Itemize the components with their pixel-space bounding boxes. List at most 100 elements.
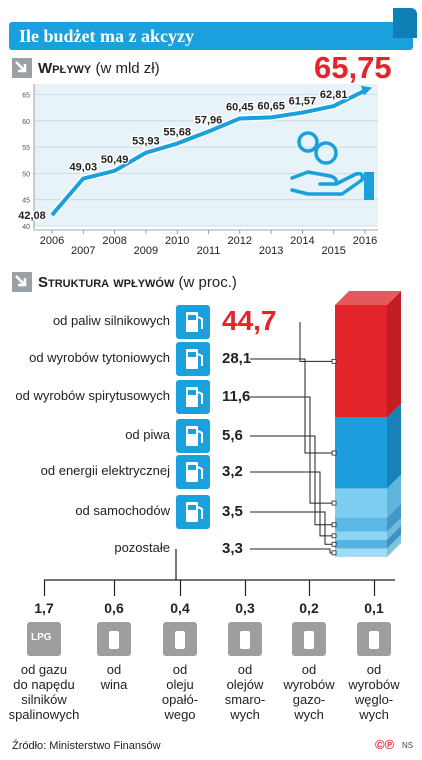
breakdown-value: 0,3 <box>235 600 255 616</box>
value-label: 28,1 <box>222 350 252 367</box>
revenue-heading: Wpływy (w mld zł) <box>38 60 160 77</box>
connector-marker <box>331 450 337 456</box>
revenue-unit: (w mld zł) <box>95 60 160 77</box>
stack-segment <box>335 488 387 518</box>
coal-wagon-icon <box>357 622 391 656</box>
data-label: 60,45 <box>226 101 254 113</box>
data-label: 49,03 <box>70 162 98 174</box>
category-label: pozostałe <box>114 540 170 555</box>
beer-mug-icon <box>176 419 210 453</box>
value-label: 3,2 <box>222 463 243 480</box>
stack-segment <box>335 417 387 489</box>
header-fold <box>393 8 417 38</box>
bottle-glass-icon <box>176 380 210 414</box>
cigarette-icon <box>176 342 210 376</box>
breakdown-value: 0,6 <box>104 600 124 616</box>
stack-segment-side <box>387 474 401 518</box>
breakdown-value: 0,1 <box>364 600 384 616</box>
source-note: Źródło: Ministerstwo Finansów <box>12 740 161 752</box>
data-label: 55,68 <box>163 127 191 139</box>
series-line <box>50 88 366 217</box>
connector-line <box>299 322 335 362</box>
stack-segment-side <box>387 291 401 418</box>
stack-segment-side <box>387 403 401 489</box>
power-pylon-icon <box>176 455 210 489</box>
x-tick-label: 2009 <box>134 245 158 257</box>
stack-segment-side <box>387 517 401 540</box>
breakdown-label: od wyrobów węglo-wych <box>348 662 400 722</box>
y-tick-label: 50 <box>22 171 30 178</box>
value-label: 3,5 <box>222 503 243 520</box>
x-tick-label: 2011 <box>197 245 221 257</box>
connector-marker <box>331 522 337 528</box>
wine-bottle-icon <box>97 622 131 656</box>
heating-oil-icon <box>163 622 197 656</box>
lpg-tank-icon: LPG <box>27 622 61 656</box>
breakdown-value: 0,2 <box>299 600 319 616</box>
y-tick-label: 65 <box>22 93 30 100</box>
structure-heading: Struktura wpływów (w proc.) <box>38 274 237 291</box>
connector-marker <box>331 550 337 556</box>
x-tick-label: 2015 <box>321 245 345 257</box>
breakdown-label: od gazu do napędu silników spalinowych <box>8 662 80 722</box>
stack-segment-side <box>387 525 401 549</box>
data-label: 60,65 <box>257 100 285 112</box>
breakdown-label: od oleju opałó-wego <box>161 662 199 722</box>
stack-segment <box>335 548 387 557</box>
x-tick-label: 2006 <box>40 235 64 247</box>
stack-segment <box>335 517 387 532</box>
arrow-head <box>361 85 372 96</box>
y-tick-label: 45 <box>22 198 30 205</box>
value-label: 44,7 <box>222 305 277 336</box>
stack-segment <box>335 539 387 549</box>
x-tick-label: 2014 <box>290 235 314 247</box>
category-label: od paliw silnikowych <box>52 313 170 328</box>
y-tick-label: 40 <box>22 224 30 231</box>
x-tick-label: 2007 <box>71 245 95 257</box>
gas-plant-icon <box>292 622 326 656</box>
publisher-logo: ©℗ <box>375 737 395 752</box>
publisher-ns: NS <box>402 741 414 750</box>
stack-top <box>335 291 401 305</box>
page-title: Ile budżet ma z akcyzy <box>19 26 194 46</box>
breakdown-label: od olejów smaro-wych <box>224 662 266 722</box>
category-label: od wyrobów tytoniowych <box>29 350 170 365</box>
data-label: 53,93 <box>132 136 160 148</box>
arrow-down-right-icon <box>12 272 32 292</box>
stack-segment-side <box>387 534 401 557</box>
connector-marker <box>331 500 337 506</box>
category-label: od piwa <box>125 427 170 442</box>
arrow-down-right-icon <box>12 58 32 78</box>
connector-line <box>250 548 335 554</box>
connector-marker <box>331 533 337 539</box>
connector-marker <box>331 358 337 364</box>
category-label: od wyrobów spirytusowych <box>15 388 170 403</box>
data-label: 42,08 <box>18 210 46 222</box>
lpg-text: LPG <box>31 632 52 643</box>
data-label: 62,81 <box>320 89 348 101</box>
data-label: 50,49 <box>101 154 129 166</box>
data-label: 61,57 <box>289 96 317 108</box>
x-tick-label: 2008 <box>102 235 126 247</box>
value-label: 3,3 <box>222 540 243 557</box>
value-label: 11,6 <box>222 388 251 405</box>
y-tick-label: 60 <box>22 119 30 126</box>
x-tick-label: 2016 <box>353 235 377 247</box>
breakdown-value: 0,4 <box>170 600 190 616</box>
category-label: od energii elektrycznej <box>40 463 170 478</box>
stack-segment <box>335 531 387 540</box>
data-label: 57,96 <box>195 115 223 127</box>
category-label: od samochodów <box>75 503 170 518</box>
x-tick-label: 2012 <box>228 235 252 247</box>
breakdown-bracket <box>44 549 395 581</box>
structure-unit: (w proc.) <box>178 274 237 291</box>
connector-marker <box>331 541 337 547</box>
connector-line <box>250 435 335 526</box>
connector-line <box>250 471 335 537</box>
lubricant-gears-icon <box>228 622 262 656</box>
x-tick-label: 2010 <box>165 235 189 247</box>
connector-line <box>250 511 335 545</box>
revenue-line-chart: 40 45 50 55 60 65 2006 2007 2008 2009 2010 2011 2012… <box>17 84 378 257</box>
header-banner: Ile budżet ma z akcyzy <box>9 8 417 50</box>
